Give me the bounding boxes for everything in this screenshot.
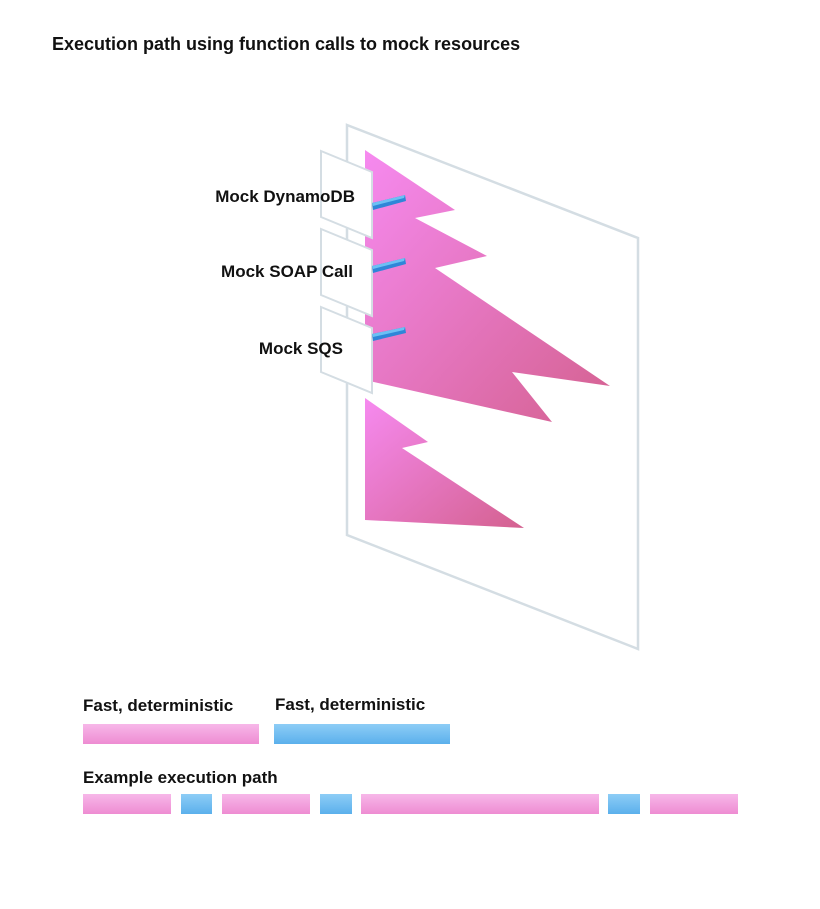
legend-label-pink: Fast, deterministic: [83, 696, 234, 715]
legend-bar-pink: [83, 724, 259, 744]
legend-bar-blue: [274, 724, 450, 744]
example-segment-pink: [83, 794, 171, 814]
legend-label-blue: Fast, deterministic: [275, 695, 426, 714]
mock-label-dynamodb: Mock DynamoDB: [215, 187, 355, 206]
mock-label-soap: Mock SOAP Call: [221, 262, 353, 281]
execution-shape-main: [365, 150, 610, 422]
example-segment-blue: [320, 794, 352, 814]
example-segment-blue: [181, 794, 212, 814]
mock-label-sqs: Mock SQS: [258, 339, 343, 358]
example-segment-pink: [650, 794, 738, 814]
example-segment-pink: [361, 794, 599, 814]
mock-card-soap: [320, 227, 406, 318]
execution-shape-lower: [365, 398, 524, 528]
example-segment-blue: [608, 794, 640, 814]
diagram-title: Execution path using function calls to m…: [52, 34, 521, 54]
mock-card-sqs: [320, 305, 406, 395]
example-segment-pink: [222, 794, 310, 814]
example-path-label: Example execution path: [83, 768, 278, 787]
mock-card-dynamodb: [320, 149, 406, 240]
